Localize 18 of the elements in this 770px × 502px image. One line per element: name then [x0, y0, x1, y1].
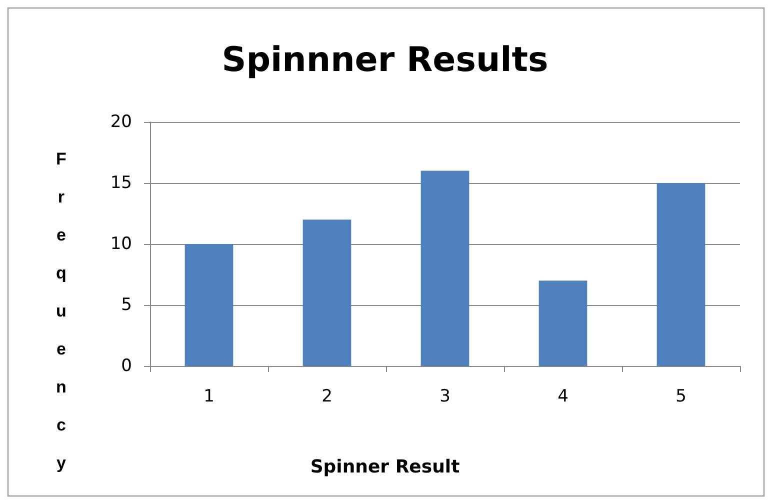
y-tick-label: 5 [121, 295, 132, 315]
bar [420, 170, 470, 366]
y-tick-label: 0 [121, 356, 132, 376]
text: Frequency [56, 150, 66, 472]
y-tick-label: 10 [110, 234, 132, 254]
bar [184, 244, 234, 366]
chart-title: Spinnner Results [222, 40, 548, 80]
x-tick-label: 2 [322, 386, 332, 406]
x-axis-title: Spinner Result [310, 456, 460, 478]
bar [538, 280, 588, 366]
bar [302, 220, 352, 366]
x-tick-label: 4 [558, 386, 568, 406]
bar [656, 183, 706, 366]
x-tick-label: 1 [204, 386, 214, 406]
x-tick-label: 5 [676, 386, 686, 406]
y-tick-label: 15 [110, 173, 132, 193]
x-tick-label: 3 [440, 386, 450, 406]
y-tick-label: 20 [110, 112, 132, 132]
